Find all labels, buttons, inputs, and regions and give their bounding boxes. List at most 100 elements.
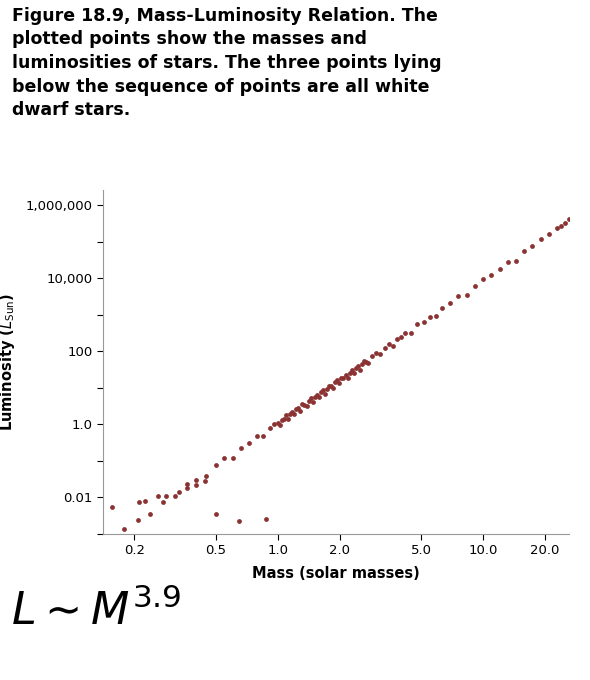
Point <box>235 516 244 527</box>
Point <box>244 438 254 449</box>
Point <box>219 453 229 464</box>
Point <box>183 479 192 490</box>
Point <box>478 274 488 285</box>
Point <box>337 373 346 384</box>
Point <box>134 496 143 507</box>
Point <box>286 409 295 420</box>
Y-axis label: Luminosity ($\mathit{L}_\mathrm{Sun}$): Luminosity ($\mathit{L}_\mathrm{Sun}$) <box>0 293 18 431</box>
Point <box>512 255 521 266</box>
Point <box>361 356 371 367</box>
Point <box>333 375 342 386</box>
Point <box>454 290 463 301</box>
Point <box>401 328 410 339</box>
Point <box>302 401 312 411</box>
Point <box>304 395 313 406</box>
Point <box>392 334 402 345</box>
Point <box>519 245 529 256</box>
Point <box>269 419 278 430</box>
Point <box>253 430 262 441</box>
Point <box>279 413 289 424</box>
Point <box>158 496 168 507</box>
Point <box>396 332 406 343</box>
Point <box>431 311 441 322</box>
Point <box>153 491 162 502</box>
Point <box>275 420 284 430</box>
Point <box>326 381 336 392</box>
Point <box>171 491 180 502</box>
Point <box>376 349 385 360</box>
Point <box>228 452 237 463</box>
Point <box>324 381 334 392</box>
Point <box>182 483 191 494</box>
Point <box>349 367 359 378</box>
Point <box>161 490 171 501</box>
Point <box>308 396 317 407</box>
Point <box>335 377 344 388</box>
Text: Figure 18.9, Mass-Luminosity Relation. The
plotted points show the masses and
lu: Figure 18.9, Mass-Luminosity Relation. T… <box>12 7 441 119</box>
Point <box>318 384 327 395</box>
Point <box>388 340 398 351</box>
Point <box>146 508 155 519</box>
Point <box>536 234 545 245</box>
Point <box>287 407 297 418</box>
Point <box>339 372 348 383</box>
Point <box>462 290 471 301</box>
Point <box>503 256 513 267</box>
Point <box>445 297 455 308</box>
Point <box>174 486 183 497</box>
Point <box>345 367 355 378</box>
Point <box>322 383 332 394</box>
Point <box>355 364 365 375</box>
Point <box>314 392 323 403</box>
Point <box>419 316 428 327</box>
Point <box>343 373 352 384</box>
Point <box>310 392 319 403</box>
Point <box>296 405 305 416</box>
Point <box>412 319 422 330</box>
Point <box>384 339 394 350</box>
Point <box>306 392 315 403</box>
Point <box>380 343 389 354</box>
Point <box>347 364 356 375</box>
Point <box>495 263 504 274</box>
Point <box>140 495 149 506</box>
Point <box>552 222 562 233</box>
Point <box>294 403 303 413</box>
Point <box>487 269 496 280</box>
Point <box>91 506 100 517</box>
Point <box>133 514 143 525</box>
Point <box>107 501 116 512</box>
Point <box>351 363 360 374</box>
Point <box>119 524 129 534</box>
Point <box>353 361 363 372</box>
Point <box>290 409 299 420</box>
Point <box>236 443 245 454</box>
Point <box>258 430 268 441</box>
Text: $\mathit{L}{\sim}\mathit{M}^{3.9}$: $\mathit{L}{\sim}\mathit{M}^{3.9}$ <box>11 590 182 634</box>
X-axis label: Mass (solar masses): Mass (solar masses) <box>253 566 420 581</box>
Point <box>191 475 201 486</box>
Point <box>329 382 338 393</box>
Point <box>407 328 416 339</box>
Point <box>283 413 293 424</box>
Point <box>470 281 480 292</box>
Point <box>298 398 307 409</box>
Point <box>437 302 447 313</box>
Point <box>312 389 322 400</box>
Point <box>341 369 350 380</box>
Point <box>200 475 209 486</box>
Point <box>273 418 283 429</box>
Point <box>316 387 326 398</box>
Point <box>363 358 373 369</box>
Point <box>544 229 553 240</box>
Point <box>527 241 537 252</box>
Point <box>560 217 570 228</box>
Point <box>556 221 566 232</box>
Point <box>565 214 574 225</box>
Point <box>211 460 221 471</box>
Point <box>358 359 367 370</box>
Point <box>277 414 287 425</box>
Point <box>425 311 434 322</box>
Point <box>300 399 309 410</box>
Point <box>265 422 274 433</box>
